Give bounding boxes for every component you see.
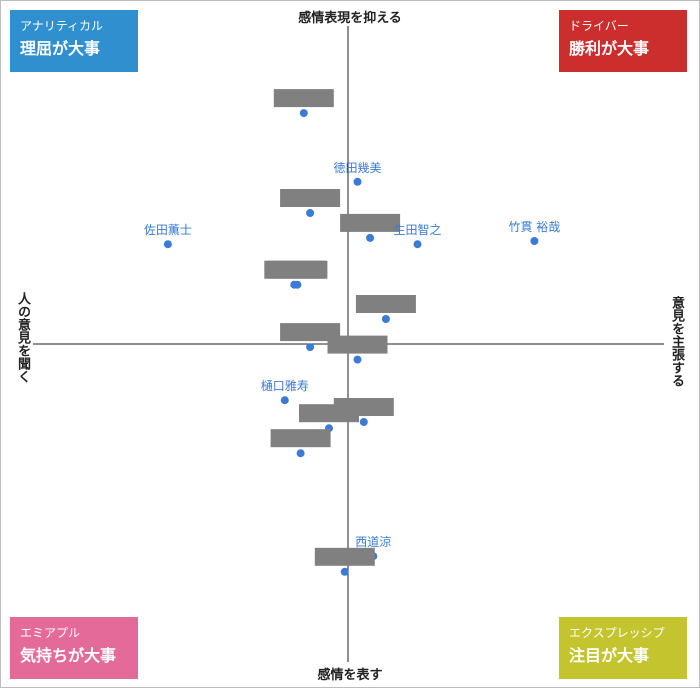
- redacted-label-box: [327, 335, 388, 354]
- redacted-label-box: [280, 189, 341, 207]
- axis-label-bottom: 感情を表す: [317, 668, 383, 683]
- data-point-label: 佐田薫士: [144, 223, 192, 237]
- data-point: [306, 209, 315, 217]
- quadrant-box-driver: ドライバー 勝利が大事: [559, 10, 687, 72]
- quadrant-type-label: ドライバー: [569, 19, 629, 33]
- redacted-label-box: [273, 89, 334, 108]
- redacted-label-box: [280, 323, 341, 342]
- data-point-label: 生田智之: [393, 222, 441, 237]
- redacted-label-box: [340, 213, 401, 232]
- quadrant-box-expressive: エクスプレッシプ 注目が大事: [559, 617, 687, 679]
- data-point: [366, 233, 375, 242]
- data-point: [530, 237, 539, 245]
- data-point: [296, 449, 305, 458]
- quadrant-type-label: アナリティカル: [20, 19, 104, 33]
- data-point-label: 徳田幾美: [333, 160, 381, 175]
- data-point-label: 西道涼: [355, 534, 391, 549]
- redacted-label-box: [270, 429, 331, 448]
- quadrant-value-label: 注目が大事: [569, 646, 650, 665]
- quadrant-type-label: エクスプレッシプ: [569, 626, 665, 640]
- quadrant-value-label: 気持ちが大事: [20, 646, 117, 665]
- data-point: [306, 343, 315, 352]
- quadrant-value-label: 理屈が大事: [20, 39, 101, 58]
- redacted-label-box: [355, 295, 416, 313]
- data-point: [381, 315, 390, 323]
- axis-label-left: 人の意見を聞く: [15, 292, 30, 383]
- axis-label-right: 意見を主張する: [669, 296, 684, 387]
- data-point: [340, 567, 349, 576]
- data-point: [299, 109, 308, 118]
- data-point: [353, 355, 362, 364]
- quadrant-box-amiable: エミアプル 気持ちが大事: [10, 617, 138, 679]
- data-point: [353, 177, 362, 186]
- data-point: [293, 280, 302, 289]
- quadrant-value-label: 勝利が大事: [569, 39, 650, 58]
- axis-label-top: 感情表現を抑える: [298, 11, 402, 26]
- redacted-label-box: [299, 404, 359, 423]
- data-point: [413, 240, 422, 249]
- quadrant-type-label: エミアプル: [20, 626, 81, 640]
- data-point: [280, 396, 289, 405]
- redacted-label-box: [267, 260, 328, 279]
- quadrant-box-analytical: アナリティカル 理屈が大事: [10, 10, 138, 72]
- data-point-label: 樋口雅寿: [261, 378, 309, 393]
- data-point: [163, 240, 172, 249]
- data-point-label: 竹貫 裕哉: [508, 219, 560, 234]
- redacted-label-box: [314, 547, 375, 566]
- data-point: [359, 418, 368, 426]
